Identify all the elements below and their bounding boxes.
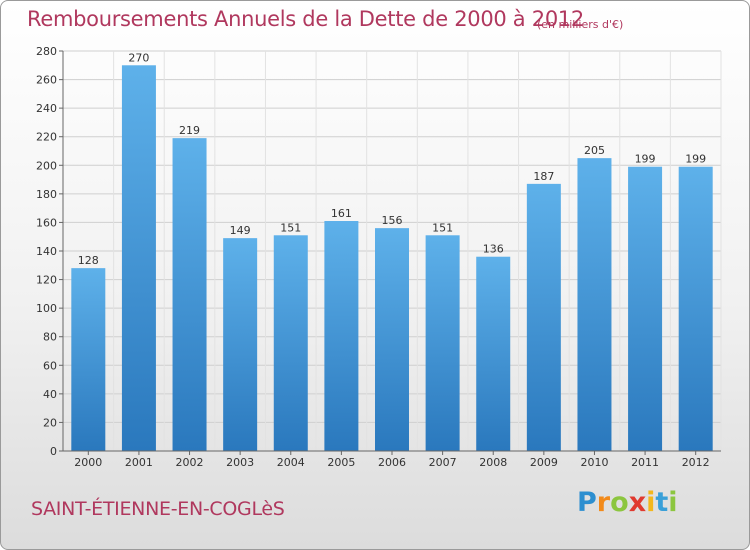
y-tick-label: 160 [36,216,57,229]
x-tick-label: 2012 [682,456,710,469]
data-label: 270 [128,51,149,64]
data-label: 128 [78,254,99,267]
labels: 0 20 40 60 80 100 120 140 160 180 200 220 240 260 280 1… [36,45,710,469]
y-tick-label: 220 [36,131,57,144]
data-label: 156 [382,214,403,227]
x-tick-label: 2008 [479,456,507,469]
y-tick-label: 120 [36,274,57,287]
y-tick-label: 200 [36,159,57,172]
chart-subtitle: (en milliers d'€) [537,18,624,31]
data-label: 187 [533,170,554,183]
y-tick-label: 140 [36,245,57,258]
y-tick-label: 100 [36,302,57,315]
x-tick-label: 2005 [327,456,355,469]
data-label: 219 [179,124,200,137]
data-label: 149 [230,224,251,237]
x-tick-label: 2009 [530,456,558,469]
y-tick-label: 240 [36,102,57,115]
y-tick-label: 180 [36,188,57,201]
bar [577,158,612,451]
bar [324,221,359,451]
bar [121,65,156,452]
data-label: 151 [280,221,301,234]
y-tick-label: 0 [50,445,57,458]
bar [71,268,106,451]
y-tick-label: 80 [43,331,57,344]
bar [375,228,409,451]
chart-title: Remboursements Annuels de la Dette de 20… [27,7,584,31]
data-label: 161 [331,207,352,220]
x-tick-label: 2007 [429,456,457,469]
x-tick-label: 2001 [125,456,153,469]
y-tick-label: 260 [36,74,57,87]
data-label: 199 [685,153,706,166]
data-label: 205 [584,144,605,157]
bar [476,256,511,451]
y-tick-label: 40 [43,388,57,401]
y-tick-label: 60 [43,359,57,372]
bars [71,65,713,452]
bar [425,235,460,451]
data-label: 136 [483,243,504,256]
x-tick-label: 2011 [631,456,659,469]
y-tick-label: 20 [43,416,57,429]
bar [628,166,663,451]
bar [273,235,308,451]
x-tick-label: 2000 [74,456,102,469]
axes [59,50,721,455]
x-tick-label: 2010 [580,456,608,469]
bar [172,138,207,451]
data-label: 151 [432,221,453,234]
bar [223,238,258,451]
data-label: 199 [635,153,656,166]
y-tick-label: 280 [36,45,57,58]
x-tick-label: 2004 [277,456,305,469]
x-tick-label: 2003 [226,456,254,469]
commune-name: SAINT-ÉTIENNE-EN-COGLèS [31,498,285,520]
proxiti-logo[interactable]: Proxiti [577,487,678,518]
x-tick-label: 2006 [378,456,406,469]
bar [678,166,713,451]
bar [526,183,561,451]
x-tick-label: 2002 [176,456,204,469]
